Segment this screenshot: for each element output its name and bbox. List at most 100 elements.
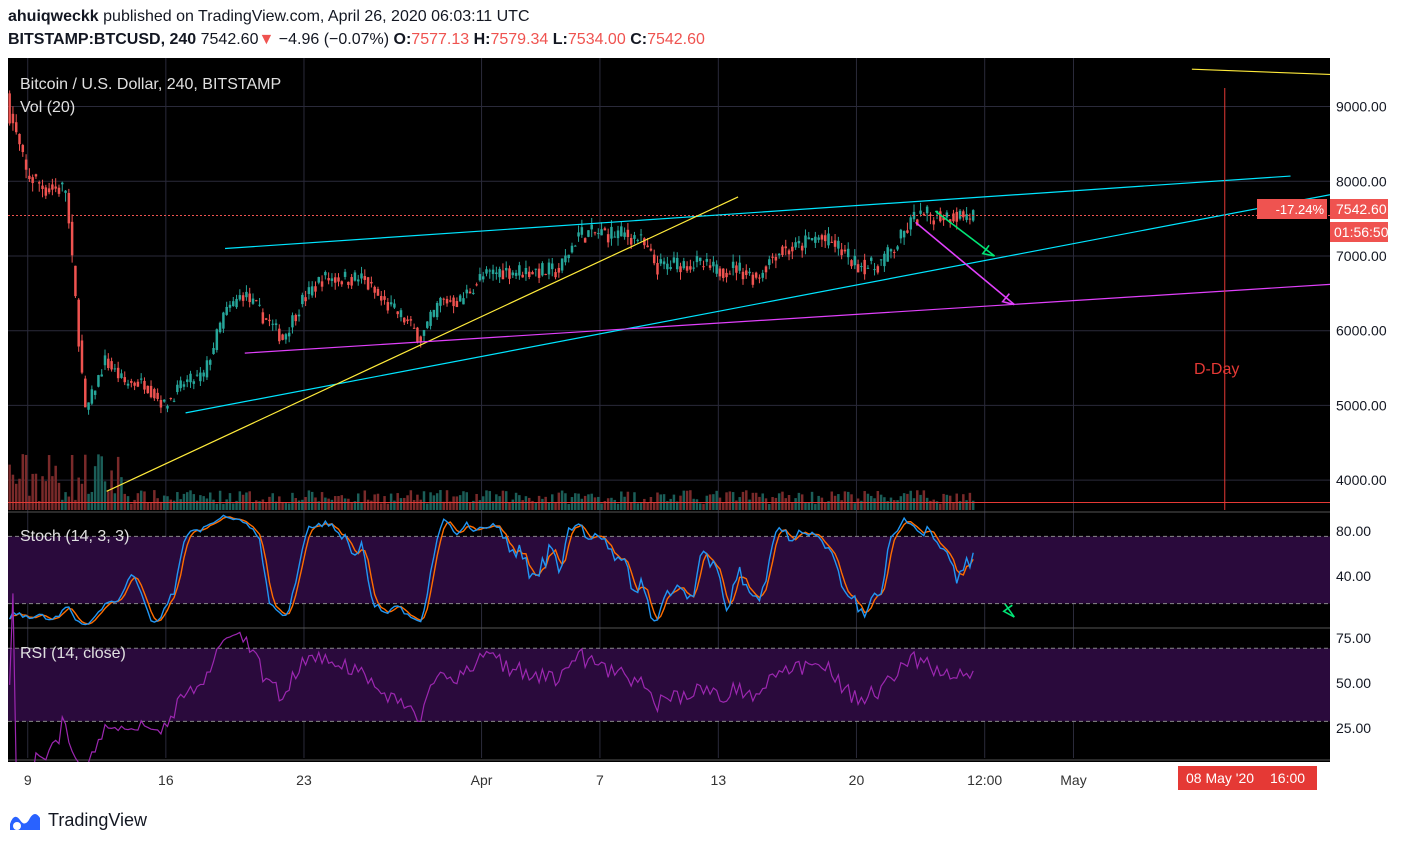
volume-bar [110, 470, 113, 510]
x-axis-label: 7 [596, 772, 604, 788]
candle-body [527, 271, 531, 278]
price-tick: 6000.00 [1336, 323, 1387, 339]
chart-canvas[interactable]: 9 16 23 Apr 7 13 20 12:00 May Bitcoin / U.S. Dol… [8, 58, 1330, 798]
volume-bar [958, 501, 962, 510]
candle-body [646, 245, 649, 248]
volume-bar [113, 493, 117, 510]
candle-body [281, 334, 284, 340]
candle-body [172, 400, 176, 402]
candle-body [212, 348, 215, 355]
candle-body [241, 295, 245, 301]
volume-bar [652, 502, 656, 510]
candle-body [113, 368, 117, 370]
close-value: 7542.60 [647, 31, 705, 48]
candle-body [255, 300, 258, 302]
volume-bar [564, 493, 567, 510]
volume-bar [120, 477, 123, 510]
volume-bar [195, 500, 199, 510]
candle-body [577, 232, 580, 237]
candle-body [741, 271, 745, 280]
footer-brand[interactable]: TradingView [8, 808, 147, 832]
volume-bar [159, 501, 163, 510]
volume-bar [409, 490, 413, 510]
magenta-trend-line [244, 283, 1330, 354]
volume-bar [567, 503, 570, 510]
candle-body [952, 213, 955, 222]
candle-body [491, 269, 495, 274]
candle-body [547, 262, 551, 275]
volume-bar [781, 491, 784, 510]
stoch-pane[interactable] [8, 514, 1330, 626]
candle-body [380, 295, 383, 301]
volume-bar [971, 500, 975, 510]
candle-body [396, 311, 399, 315]
candle-body [774, 256, 778, 261]
candle-body [90, 389, 94, 404]
price-axis[interactable]: 7542.60 01:56:50 9000.00 8000.00 7000.00 60… [1330, 58, 1410, 798]
candle-body [738, 262, 741, 271]
candle-body [416, 327, 419, 342]
volume-bar [784, 498, 787, 510]
volume-bar [281, 502, 284, 510]
volume-bar [856, 498, 860, 510]
candle-body [843, 249, 847, 252]
volume-bar [320, 492, 324, 510]
volume-bar [955, 493, 958, 510]
volume-bar [366, 499, 370, 510]
candle-body [67, 192, 71, 224]
upper-channel-line [225, 175, 1291, 250]
volume-bar [462, 491, 465, 510]
volume-bar [287, 503, 291, 510]
candle-body [754, 272, 758, 278]
volume-bar [314, 497, 317, 510]
candle-body [768, 259, 771, 265]
volume-bar [488, 491, 492, 510]
volume-bar [278, 496, 281, 510]
rsi-tick: 25.00 [1336, 720, 1371, 736]
candle-body [718, 268, 722, 277]
candle-body [485, 269, 488, 274]
volume-bar [44, 481, 48, 510]
volume-bar [649, 496, 653, 510]
volume-bar [883, 497, 886, 510]
candle-body [307, 287, 311, 294]
candle-body [478, 274, 482, 281]
candle-body [419, 336, 422, 343]
candle-body [570, 245, 574, 253]
candle-body [751, 274, 755, 285]
volume-bar [702, 503, 705, 510]
crosshair-date: 08 May '20 [1186, 770, 1254, 786]
rsi-label: RSI (14, close) [20, 645, 126, 662]
candle-body [139, 378, 143, 380]
volume-bar [491, 501, 495, 510]
volume-bar [202, 496, 205, 510]
candle-body [261, 312, 265, 324]
candle-body [248, 293, 251, 303]
candle-body [613, 236, 616, 238]
candle-body [620, 226, 623, 237]
candle-body [320, 281, 324, 287]
rsi-pane[interactable] [8, 593, 1330, 777]
x-axis-label: 23 [296, 772, 312, 788]
volume-bar [485, 490, 488, 510]
volume-bar [508, 502, 511, 510]
candle-body [449, 300, 452, 302]
volume-bar [899, 496, 903, 510]
trend-drawings[interactable] [8, 68, 1330, 618]
volume-bar [846, 491, 850, 510]
brand-name: TradingView [48, 809, 148, 830]
volume-bar [544, 496, 547, 510]
volume-bar [830, 491, 834, 510]
candle-body [955, 211, 958, 222]
candlesticks[interactable] [8, 90, 1330, 415]
candle-body [426, 321, 429, 328]
candle-body [146, 385, 150, 394]
volume-bar [718, 497, 722, 510]
volume-bar [853, 503, 857, 510]
volume-bar [942, 493, 945, 510]
volume-bar [893, 500, 896, 510]
author-name[interactable]: ahuiqweckk [8, 8, 99, 25]
volume-bar [593, 497, 597, 510]
candle-body [406, 319, 409, 322]
candle-body [810, 238, 814, 241]
